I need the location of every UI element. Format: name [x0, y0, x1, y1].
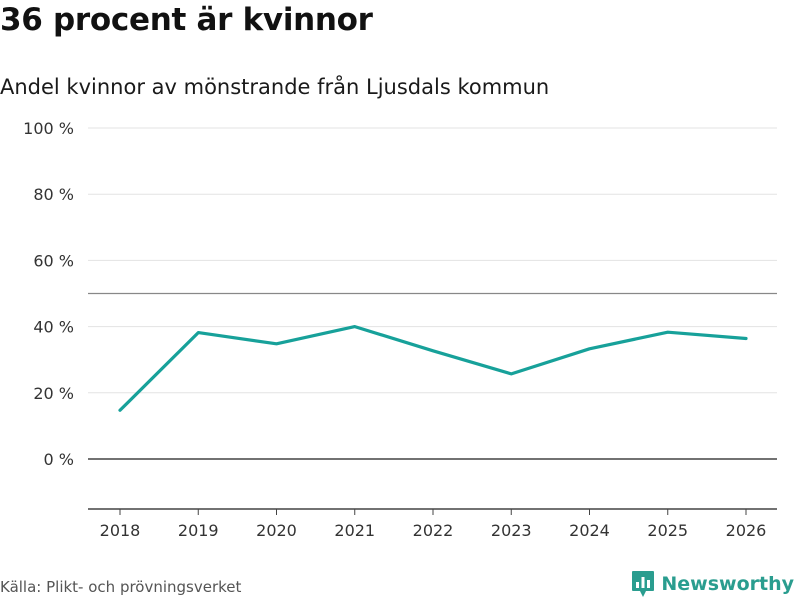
brand-logo: Newsworthy: [631, 570, 794, 598]
y-tick-label: 20 %: [33, 384, 74, 403]
y-axis-labels: 0 % 20 % 40 % 60 % 80 % 100 %: [23, 119, 74, 469]
y-tick-label: 100 %: [23, 119, 74, 138]
y-tick-label: 0 %: [44, 450, 74, 469]
x-tick-label: 2021: [334, 521, 375, 540]
x-tick-label: 2026: [726, 521, 767, 540]
chart-title: 36 procent är kvinnor: [0, 2, 373, 38]
y-tick-label: 60 %: [33, 251, 74, 270]
brand-name: Newsworthy: [661, 573, 794, 595]
chart-subtitle: Andel kvinnor av mönstrande från Ljusdal…: [0, 75, 550, 99]
y-tick-label: 80 %: [33, 185, 74, 204]
x-tick-label: 2023: [491, 521, 532, 540]
series-lines: [118, 325, 748, 412]
source-note: Källa: Plikt- och prövningsverket: [0, 578, 242, 596]
newsworthy-logo-icon: [632, 571, 655, 597]
x-tick-label: 2019: [178, 521, 219, 540]
x-tick-label: 2020: [256, 521, 297, 540]
x-tick-label: 2024: [569, 521, 610, 540]
reference-lines: [88, 292, 777, 510]
x-tick-label: 2018: [100, 521, 141, 540]
series-line: [118, 325, 748, 412]
grid-lines: [88, 127, 777, 460]
y-tick-label: 40 %: [33, 318, 74, 337]
x-axis-labels: 2018 2019 2020 2021 2022 2023 2024 2025 2026: [100, 509, 767, 540]
x-tick-label: 2022: [413, 521, 454, 540]
x-tick-label: 2025: [647, 521, 688, 540]
